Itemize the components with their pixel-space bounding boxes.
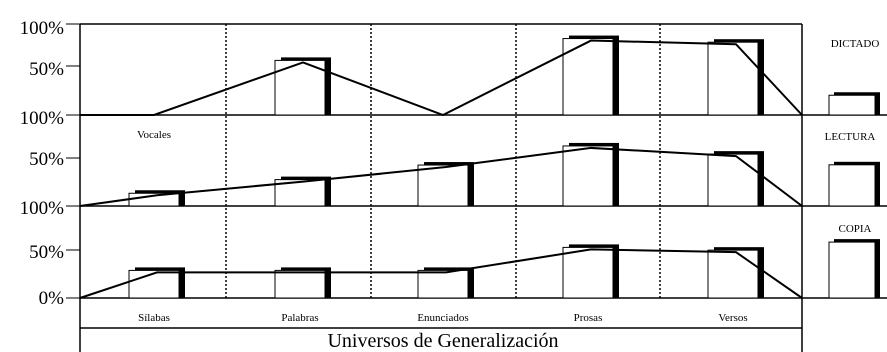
bar-dictado-5 [707,39,764,116]
reference-bar-face-2 [828,164,876,207]
annotation-vocales: Vocales [137,129,171,141]
y-tick-100-dictado: 100% [20,18,65,39]
x-tick-versos: Versos [718,312,747,324]
panel-label-copia: COPIA [838,223,871,235]
category-dividers [225,24,661,298]
bar-copia-5 [707,247,764,299]
series-lines [79,39,803,299]
panel-label-lectura: LECTURA [825,131,876,143]
bar-copia-reference [828,239,880,299]
x-tick-enunciados: Enunciados [417,312,468,324]
y-tick-0-copia: 0% [39,288,65,309]
bar-lectura-4-face [562,145,614,207]
bar-copia-3 [417,267,474,299]
bar-dictado-reference [828,92,880,116]
bar-dictado-4 [562,35,619,116]
y-tick-100-copia: 100% [20,198,65,219]
chart-frame [66,23,887,352]
bar-lectura-reference [828,161,880,207]
y-tick-100-lectura: 100% [20,108,65,129]
series-line-lectura [79,146,803,207]
y-tick-50-dictado: 50% [29,59,64,80]
bar-dictado-2 [274,57,331,116]
bar-copia-4 [562,244,619,299]
bar-lectura-5-face [707,153,759,207]
bar-copia-3-face [417,269,469,299]
panel-label-dictado: DICTADO [831,38,880,50]
bar-lectura-3-face [417,164,469,207]
bar-copia-2-face [274,269,326,299]
bar-copia-4-face [562,246,614,299]
bar-dictado-5-face [707,41,759,116]
x-tick-prosas: Prosas [574,312,603,324]
x-axis-title: Universos de Generalización [327,330,558,352]
bar-lectura-4 [562,142,619,207]
series-line-dictado [80,39,803,117]
series-line-copia [79,248,803,299]
bars-layer [128,35,880,299]
labels-layer: 100% 50% 100% 50% 100% 50% 0% Vocales DI… [20,18,880,352]
reference-bar-face-3 [828,241,876,299]
reference-bar-face-1 [828,94,876,116]
y-tick-50-copia: 50% [29,242,64,263]
bar-copia-1-face [128,269,180,299]
y-tick-50-lectura: 50% [29,149,64,170]
x-tick-silabas: Sílabas [138,312,170,324]
bar-copia-5-face [707,249,759,299]
bar-lectura-5 [707,151,764,207]
x-tick-palabras: Palabras [281,312,318,324]
